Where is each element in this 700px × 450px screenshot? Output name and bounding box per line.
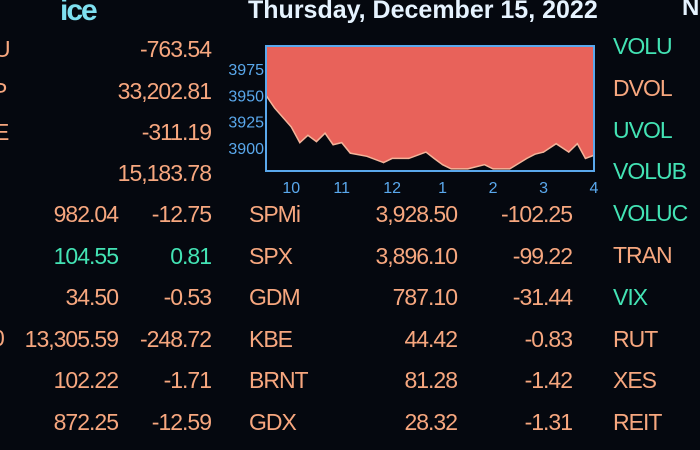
right-label: RUT — [613, 325, 658, 352]
chart-point — [425, 151, 427, 153]
ice-logo: ice — [60, 0, 98, 27]
chart-point — [568, 151, 570, 153]
top-value: 15,183.78 — [117, 160, 212, 186]
chart-point — [307, 134, 309, 136]
chart-point — [290, 126, 292, 128]
x-tick-label: 11 — [333, 180, 350, 197]
change-value: 0.81 — [170, 242, 212, 269]
symbol: SPMi — [249, 201, 301, 227]
right-label: UVOL — [613, 116, 673, 143]
change-value: -0.53 — [163, 284, 212, 310]
x-tick-label: 1 — [438, 180, 447, 197]
index-value: 3,928.50 — [375, 201, 458, 227]
chart-point — [382, 161, 385, 164]
right-label: REIT — [613, 409, 662, 436]
chart-point — [492, 168, 494, 170]
y-tick-label: 3925 — [228, 115, 264, 132]
chart-point — [408, 157, 410, 159]
y-tick-label: 3950 — [228, 88, 264, 105]
right-label: DVOL — [613, 74, 673, 101]
index-value: 3,896.10 — [375, 242, 458, 269]
x-tick-label: 10 — [282, 180, 300, 197]
y-tick-label: 3900 — [228, 141, 264, 158]
symbol: GDM — [249, 284, 301, 310]
top-value: -311.19 — [141, 119, 212, 145]
left-edge-fragment: 0 — [0, 325, 5, 351]
top-value: 33,202.81 — [117, 78, 212, 104]
chart-point — [576, 143, 578, 145]
index-change: -99.22 — [512, 242, 573, 269]
chart-point — [273, 107, 276, 109]
change-value: -12.59 — [151, 408, 212, 435]
index-change: -31.44 — [512, 284, 573, 310]
chart-point — [332, 144, 334, 146]
last-value: 872.25 — [53, 408, 119, 435]
index-value: 81.28 — [404, 367, 458, 393]
right-label: XES — [613, 367, 657, 394]
symbol: GDX — [249, 408, 297, 435]
x-tick-label: 4 — [590, 180, 599, 197]
chart-point — [555, 143, 557, 145]
x-tick-label: 12 — [383, 180, 401, 197]
last-value: 102.22 — [53, 367, 119, 393]
top-value: -763.54 — [139, 36, 212, 62]
chart-point — [341, 142, 343, 144]
index-change: -102.25 — [500, 201, 573, 227]
chart-point — [526, 157, 528, 159]
y-tick-label: 3975 — [228, 62, 264, 79]
change-value: -248.72 — [139, 325, 212, 352]
chart-point — [542, 151, 545, 153]
chart-point — [433, 157, 435, 159]
right-label: VOLUC — [613, 200, 688, 227]
chart-point — [584, 157, 587, 159]
chart-point — [324, 132, 326, 134]
last-value: 13,305.59 — [24, 325, 119, 352]
x-tick-label: 3 — [539, 180, 548, 197]
change-value: -1.71 — [163, 367, 212, 393]
chart-point — [349, 152, 351, 154]
chart-point — [442, 164, 444, 166]
chart-point — [450, 168, 452, 170]
chart-point — [509, 168, 511, 170]
left-edge-fragment: E — [0, 119, 9, 145]
chart-point — [391, 157, 393, 159]
symbol: SPX — [249, 242, 293, 269]
symbol: KBE — [249, 325, 293, 352]
last-value: 104.55 — [53, 242, 119, 269]
right-label: TRAN — [613, 242, 673, 268]
chart-frame — [265, 45, 595, 172]
right-label: VOLU — [613, 33, 673, 59]
chart-point — [483, 164, 486, 166]
index-change: -1.31 — [524, 408, 573, 435]
right-label: VIX — [613, 283, 648, 310]
date-title: Thursday, December 15, 2022 — [248, 0, 598, 24]
change-value: -12.75 — [151, 201, 212, 227]
index-change: -1.42 — [524, 367, 573, 393]
last-value: 982.04 — [53, 201, 119, 227]
index-value: 44.42 — [404, 325, 458, 352]
right-label: VOLUB — [613, 158, 687, 185]
symbol: BRNT — [249, 367, 309, 393]
corner-fragment: N — [682, 0, 700, 21]
x-tick-label: 2 — [489, 180, 498, 197]
index-change: -0.83 — [524, 325, 573, 352]
chart-point — [299, 142, 301, 144]
chart-price-line — [265, 94, 595, 170]
chart-point — [467, 168, 469, 170]
last-value: 34.50 — [65, 284, 119, 310]
chart-point — [315, 140, 318, 143]
left-edge-fragment: U — [0, 36, 11, 62]
left-edge-fragment: P — [0, 78, 7, 104]
index-value: 787.10 — [392, 284, 458, 310]
chart-point — [534, 153, 536, 155]
chart-point — [366, 155, 368, 157]
chart-area-fill — [266, 46, 594, 169]
index-value: 28.32 — [404, 408, 458, 435]
